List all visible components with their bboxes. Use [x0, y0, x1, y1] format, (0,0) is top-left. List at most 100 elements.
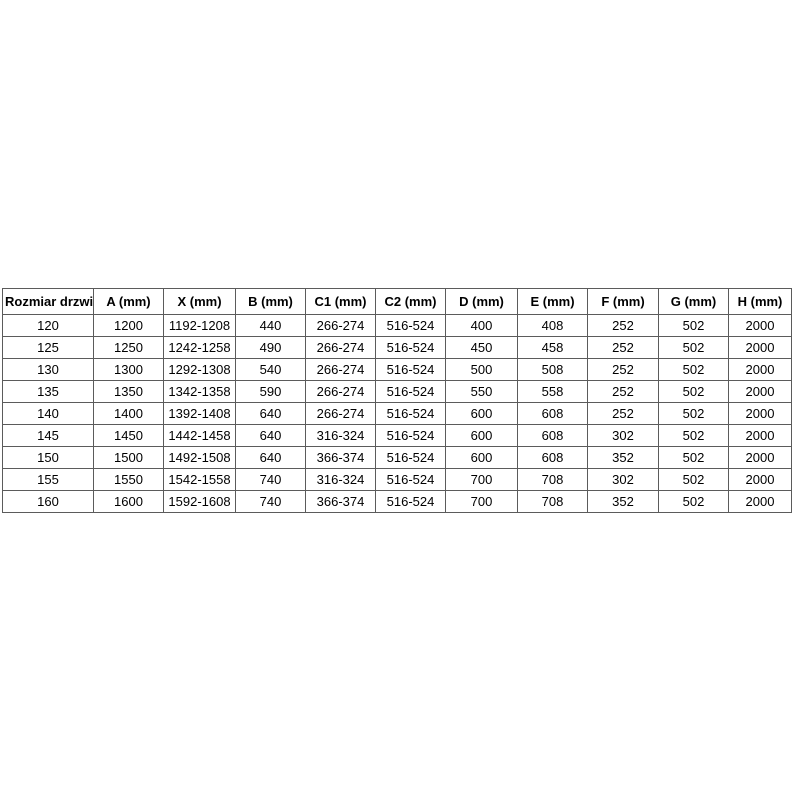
table-cell: 1192-1208 [163, 314, 236, 337]
table-cell: 316-324 [305, 468, 376, 491]
table-cell: 130 [2, 358, 94, 381]
table-row: 140 1400 1392-1408 640 266-274 516-524 600 608 2… [2, 402, 792, 425]
table-cell: 266-274 [305, 314, 376, 337]
table-cell: 366-374 [305, 490, 376, 513]
table-cell: 516-524 [375, 424, 446, 447]
table-header-row: Rozmiar drzwi A (mm) X (mm) B (mm) C1 (mm) C2… [2, 288, 792, 315]
table-cell: 1542-1558 [163, 468, 236, 491]
table-cell: 502 [658, 336, 729, 359]
table-cell: 502 [658, 490, 729, 513]
table-cell: 1550 [93, 468, 164, 491]
table-cell: 1342-1358 [163, 380, 236, 403]
table-cell: 302 [587, 424, 659, 447]
table-cell: 266-274 [305, 358, 376, 381]
table-cell: 2000 [728, 358, 792, 381]
table-cell: 302 [587, 468, 659, 491]
table-cell: 700 [445, 490, 518, 513]
table-cell: 2000 [728, 402, 792, 425]
table-cell: 252 [587, 380, 659, 403]
header-cell: C1 (mm) [305, 288, 376, 315]
table-row: 150 1500 1492-1508 640 366-374 516-524 600 608 3… [2, 446, 792, 469]
table-cell: 160 [2, 490, 94, 513]
table-cell: 740 [235, 468, 306, 491]
table-cell: 252 [587, 358, 659, 381]
table-cell: 1200 [93, 314, 164, 337]
table-cell: 155 [2, 468, 94, 491]
table-cell: 2000 [728, 424, 792, 447]
header-cell: C2 (mm) [375, 288, 446, 315]
header-cell: B (mm) [235, 288, 306, 315]
table-cell: 458 [517, 336, 588, 359]
table-cell: 608 [517, 446, 588, 469]
table-cell: 500 [445, 358, 518, 381]
table-cell: 1400 [93, 402, 164, 425]
table-cell: 640 [235, 402, 306, 425]
table-cell: 408 [517, 314, 588, 337]
table-cell: 516-524 [375, 402, 446, 425]
table-cell: 502 [658, 424, 729, 447]
table-row: 155 1550 1542-1558 740 316-324 516-524 700 708 3… [2, 468, 792, 491]
table-cell: 1592-1608 [163, 490, 236, 513]
header-cell: Rozmiar drzwi [2, 288, 94, 315]
table-cell: 600 [445, 424, 518, 447]
table-cell: 366-374 [305, 446, 376, 469]
table-cell: 502 [658, 402, 729, 425]
table-cell: 2000 [728, 490, 792, 513]
table-cell: 740 [235, 490, 306, 513]
table-cell: 490 [235, 336, 306, 359]
table-cell: 352 [587, 490, 659, 513]
table-cell: 516-524 [375, 380, 446, 403]
table-cell: 252 [587, 314, 659, 337]
table-cell: 2000 [728, 380, 792, 403]
table-cell: 145 [2, 424, 94, 447]
table-cell: 502 [658, 446, 729, 469]
table-body: 120 1200 1192-1208 440 266-274 516-524 400 408 2… [2, 314, 792, 513]
table-cell: 640 [235, 446, 306, 469]
table-cell: 1500 [93, 446, 164, 469]
table-cell: 502 [658, 314, 729, 337]
table-cell: 516-524 [375, 358, 446, 381]
table-cell: 316-324 [305, 424, 376, 447]
table-cell: 516-524 [375, 446, 446, 469]
table-cell: 516-524 [375, 468, 446, 491]
table-cell: 590 [235, 380, 306, 403]
table-cell: 440 [235, 314, 306, 337]
table-row: 130 1300 1292-1308 540 266-274 516-524 500 508 2… [2, 358, 792, 381]
header-cell: X (mm) [163, 288, 236, 315]
table-cell: 140 [2, 402, 94, 425]
table-cell: 640 [235, 424, 306, 447]
table-cell: 700 [445, 468, 518, 491]
table-cell: 1600 [93, 490, 164, 513]
table-cell: 2000 [728, 446, 792, 469]
table-cell: 2000 [728, 336, 792, 359]
table-cell: 252 [587, 402, 659, 425]
table-cell: 550 [445, 380, 518, 403]
header-cell: A (mm) [93, 288, 164, 315]
table-cell: 1250 [93, 336, 164, 359]
table-cell: 450 [445, 336, 518, 359]
table-cell: 502 [658, 358, 729, 381]
table-row: 135 1350 1342-1358 590 266-274 516-524 550 558 2… [2, 380, 792, 403]
table-cell: 1300 [93, 358, 164, 381]
table-cell: 266-274 [305, 402, 376, 425]
table-cell: 266-274 [305, 336, 376, 359]
table-row: 160 1600 1592-1608 740 366-374 516-524 700 708 3… [2, 490, 792, 513]
table-cell: 708 [517, 468, 588, 491]
table-cell: 1242-1258 [163, 336, 236, 359]
table-row: 120 1200 1192-1208 440 266-274 516-524 400 408 2… [2, 314, 792, 337]
table-cell: 125 [2, 336, 94, 359]
table-cell: 252 [587, 336, 659, 359]
table-cell: 516-524 [375, 314, 446, 337]
table-cell: 266-274 [305, 380, 376, 403]
header-cell: D (mm) [445, 288, 518, 315]
table-cell: 1450 [93, 424, 164, 447]
table-cell: 1442-1458 [163, 424, 236, 447]
header-cell: E (mm) [517, 288, 588, 315]
table-cell: 2000 [728, 468, 792, 491]
table-cell: 558 [517, 380, 588, 403]
table-cell: 120 [2, 314, 94, 337]
table-cell: 1392-1408 [163, 402, 236, 425]
header-cell: F (mm) [587, 288, 659, 315]
table-cell: 508 [517, 358, 588, 381]
